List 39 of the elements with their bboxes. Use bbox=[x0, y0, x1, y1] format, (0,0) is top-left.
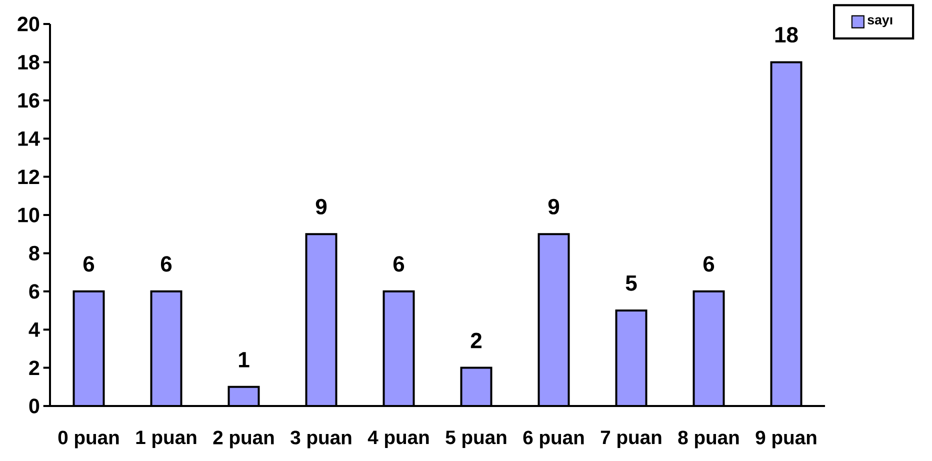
legend-label: sayı bbox=[868, 17, 892, 28]
x-tick-label: 3 puan bbox=[290, 430, 352, 448]
x-tick-label: 9 puan bbox=[756, 430, 816, 448]
x-tick-label: 7 puan bbox=[600, 430, 662, 448]
data-label: 6 bbox=[703, 256, 714, 272]
data-label: 6 bbox=[160, 256, 172, 272]
bar bbox=[306, 234, 336, 406]
bar bbox=[538, 234, 569, 406]
y-tick-label: 16 bbox=[18, 93, 40, 108]
y-tick-label: 14 bbox=[18, 131, 40, 146]
data-label: 2 bbox=[470, 332, 482, 348]
bar bbox=[384, 291, 414, 406]
bar bbox=[616, 310, 646, 406]
x-tick-label: 1 puan bbox=[136, 430, 196, 448]
data-label: 5 bbox=[626, 275, 637, 291]
bar bbox=[151, 291, 182, 406]
x-tick-label: 2 puan bbox=[213, 430, 274, 448]
y-tick-label: 12 bbox=[18, 170, 40, 184]
x-tick-label: 4 puan bbox=[368, 430, 429, 448]
y-tick-label: 4 bbox=[28, 322, 40, 337]
data-label: 6 bbox=[83, 256, 94, 272]
bar bbox=[74, 291, 104, 406]
y-tick-label: 18 bbox=[18, 54, 40, 70]
data-label: 9 bbox=[316, 198, 327, 214]
y-tick-label: 2 bbox=[29, 360, 40, 376]
data-label: 18 bbox=[775, 26, 798, 43]
y-tick-label: 6 bbox=[29, 284, 40, 299]
x-tick-label: 8 puan bbox=[678, 430, 739, 448]
y-tick-label: 8 bbox=[29, 246, 40, 261]
bar bbox=[694, 291, 724, 406]
data-label: 6 bbox=[393, 256, 404, 272]
y-tick-label: 10 bbox=[18, 208, 40, 222]
data-label: 9 bbox=[548, 198, 560, 214]
y-tick-label: 20 bbox=[18, 16, 40, 32]
x-tick-label: 5 puan bbox=[446, 430, 506, 448]
x-tick-label: 6 puan bbox=[523, 430, 584, 448]
y-tick-label: 0 bbox=[29, 398, 40, 414]
data-label: 1 bbox=[239, 352, 250, 368]
x-tick-label: 0 puan bbox=[58, 430, 119, 448]
